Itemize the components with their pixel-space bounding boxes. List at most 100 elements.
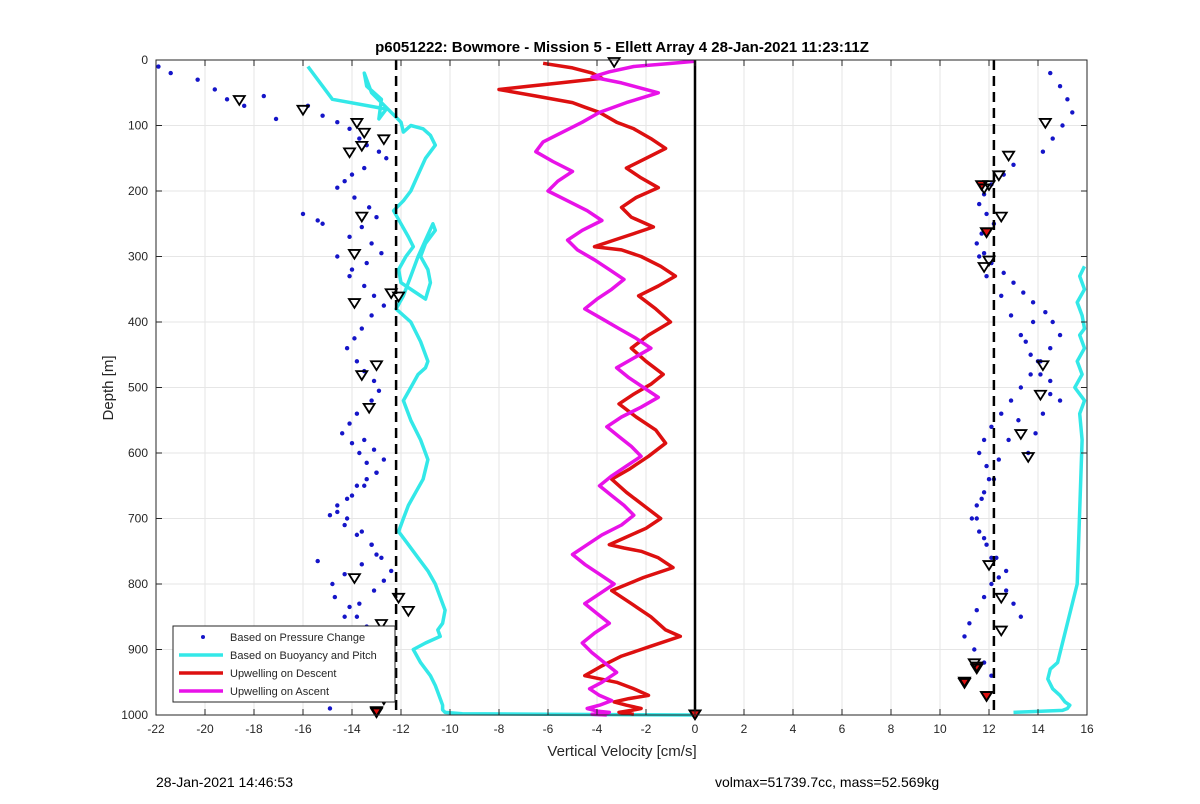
data-point (300, 211, 306, 217)
data-point (359, 326, 364, 331)
triangle-marker (391, 291, 406, 303)
triangle-marker (342, 147, 357, 159)
triangle-marker (1035, 360, 1051, 372)
x-tick-label: 12 (982, 722, 996, 736)
data-point (981, 535, 987, 541)
data-point (974, 608, 979, 613)
x-tick-label: 10 (933, 722, 947, 736)
data-point (374, 215, 379, 220)
legend-label: Upwelling on Ascent (230, 686, 329, 698)
triangle-marker (981, 255, 997, 267)
data-point (969, 516, 975, 521)
data-point (1030, 300, 1036, 305)
data-point (994, 555, 999, 560)
data-point (1018, 614, 1024, 619)
data-point (335, 185, 340, 190)
data-point (979, 496, 984, 502)
data-point (340, 431, 345, 436)
triangle-marker (981, 180, 997, 192)
data-point (344, 496, 350, 502)
series-line (497, 61, 683, 717)
data-point (342, 571, 347, 577)
data-point (1048, 378, 1053, 384)
data-point (364, 477, 369, 482)
series-line (306, 65, 696, 717)
data-point (986, 477, 992, 482)
data-point (357, 450, 362, 456)
x-tick-label: -10 (441, 722, 459, 736)
data-point (371, 378, 377, 384)
data-point (156, 64, 161, 69)
triangle-marker (1001, 150, 1016, 163)
x-tick-label: -4 (592, 722, 603, 736)
legend-label: Upwelling on Descent (230, 668, 336, 680)
data-point (1057, 332, 1063, 338)
data-point (349, 440, 355, 446)
data-point (371, 447, 377, 452)
x-tick-label: -8 (494, 722, 505, 736)
data-point (1028, 372, 1033, 377)
data-point (369, 313, 374, 318)
y-axis-label: Depth [m] (100, 355, 117, 420)
data-point (362, 437, 367, 443)
y-tick-label: 300 (128, 250, 148, 264)
data-point (977, 529, 982, 534)
x-tick-label: 4 (790, 722, 797, 736)
data-point (1018, 332, 1024, 338)
data-point (977, 450, 982, 456)
data-point (327, 513, 333, 518)
data-point (347, 126, 352, 131)
x-tick-label: -2 (641, 722, 652, 736)
data-point (1057, 398, 1063, 403)
y-tick-label: 400 (128, 315, 148, 329)
legend-label: Based on Buoyancy and Pitch (230, 650, 377, 662)
data-point (242, 103, 247, 109)
triangle-marker (979, 691, 994, 703)
data-point (1050, 136, 1055, 141)
data-point (335, 503, 340, 508)
data-point (352, 195, 357, 200)
triangle-marker (976, 262, 992, 274)
data-point (1040, 411, 1046, 416)
triangle-marker (969, 663, 984, 676)
data-point (974, 516, 979, 521)
data-point (342, 522, 347, 528)
triangle-marker (391, 592, 406, 605)
triangle-marker (357, 127, 372, 140)
data-point (996, 457, 1001, 462)
data-point (999, 411, 1004, 416)
data-point (335, 120, 340, 125)
y-tick-label: 900 (128, 643, 148, 657)
data-point (347, 273, 352, 279)
data-point (962, 634, 967, 639)
data-point (1033, 431, 1038, 436)
data-point (369, 542, 374, 547)
data-point (212, 87, 217, 92)
triangle-marker (607, 57, 622, 69)
data-point (354, 532, 360, 538)
data-point (359, 224, 364, 230)
x-tick-label: -16 (294, 722, 312, 736)
data-point (1030, 319, 1036, 325)
data-point (989, 424, 994, 429)
triangle-marker (369, 360, 384, 372)
data-point (349, 493, 355, 498)
triangle-marker (354, 370, 369, 382)
data-point (1023, 339, 1028, 344)
y-tick-label: 800 (128, 577, 148, 591)
data-point (1060, 123, 1065, 128)
data-point (374, 470, 379, 475)
data-point (389, 568, 394, 574)
data-point (315, 218, 320, 223)
data-point (1001, 270, 1006, 276)
triangle-marker (976, 183, 992, 195)
x-tick-label: 0 (692, 722, 699, 736)
data-point (330, 581, 335, 587)
data-point (996, 575, 1001, 580)
y-tick-label: 0 (141, 53, 148, 67)
data-point (1011, 280, 1016, 285)
data-point (224, 97, 230, 102)
triangle-marker (401, 606, 416, 618)
data-point (369, 398, 374, 403)
triangle-marker (369, 706, 384, 718)
